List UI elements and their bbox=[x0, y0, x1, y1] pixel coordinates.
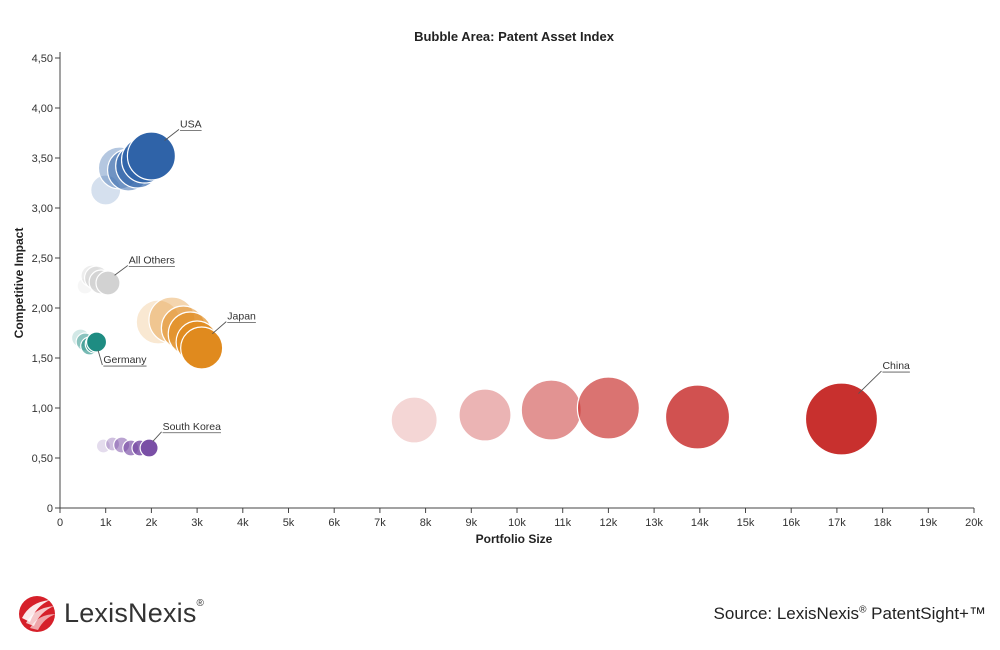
bubble-china bbox=[804, 382, 879, 456]
y-tick-label: 1,00 bbox=[32, 403, 53, 415]
annotation-leader bbox=[114, 265, 129, 276]
bubble-china bbox=[664, 384, 731, 450]
x-tick-label: 14k bbox=[691, 517, 709, 529]
x-tick-label: 19k bbox=[919, 517, 937, 529]
annotation-germany: Germany bbox=[103, 354, 147, 366]
x-axis-title: Portfolio Size bbox=[476, 532, 553, 546]
annotation-leader bbox=[164, 129, 180, 141]
y-tick-label: 4,50 bbox=[32, 53, 53, 65]
y-tick-label: 1,50 bbox=[32, 353, 53, 365]
bubble-china bbox=[458, 388, 512, 442]
annotation-japan: Japan bbox=[227, 311, 256, 323]
x-tick-label: 20k bbox=[965, 517, 983, 529]
bubbles bbox=[70, 131, 879, 458]
x-tick-label: 15k bbox=[737, 517, 755, 529]
bubble-south-korea bbox=[139, 438, 159, 458]
axes: 0 1k 2k 3k 4k 5k 6k 7k 8k 9k 10k 11k 12k 13k 14k 15k 16k… bbox=[32, 52, 983, 529]
y-tick-label: 3,00 bbox=[32, 203, 53, 215]
bubble-japan bbox=[180, 326, 224, 370]
annotation-leader bbox=[212, 321, 227, 335]
x-tick-label: 5k bbox=[283, 517, 295, 529]
logo-text: LexisNexis® bbox=[64, 597, 205, 628]
bubble-germany bbox=[85, 331, 108, 353]
bubble-usa bbox=[126, 131, 176, 181]
bubble-all-others bbox=[95, 270, 121, 296]
x-tick-label: 18k bbox=[874, 517, 892, 529]
annotation-all-others: All Others bbox=[129, 254, 175, 266]
x-tick-label: 13k bbox=[645, 517, 663, 529]
annotation-leader bbox=[858, 370, 882, 394]
x-tick-label: 9k bbox=[465, 517, 477, 529]
y-tick-label: 0 bbox=[47, 503, 53, 515]
chart-title: Bubble Area: Patent Asset Index bbox=[414, 29, 615, 44]
x-tick-label: 7k bbox=[374, 517, 386, 529]
bubble-china bbox=[390, 396, 438, 444]
x-tick-label: 8k bbox=[420, 517, 432, 529]
y-tick-label: 2,50 bbox=[32, 253, 53, 265]
y-tick-label: 4,00 bbox=[32, 103, 53, 115]
x-tick-label: 11k bbox=[554, 517, 571, 529]
x-tick-label: 4k bbox=[237, 517, 249, 529]
source-credit: Source: LexisNexis® PatentSight+™ bbox=[713, 604, 986, 623]
x-tick-label: 0 bbox=[57, 517, 63, 529]
lexisnexis-logo: LexisNexis® bbox=[16, 592, 204, 634]
bubble-china bbox=[576, 376, 641, 440]
y-axis-title: Competitive Impact bbox=[12, 228, 26, 339]
x-tick-label: 3k bbox=[191, 517, 203, 529]
x-tick-label: 17k bbox=[828, 517, 846, 529]
x-tick-label: 6k bbox=[328, 517, 340, 529]
annotation-leader bbox=[152, 431, 162, 442]
annotation-china: China bbox=[882, 360, 910, 372]
annotation-south-korea: South Korea bbox=[163, 421, 222, 433]
y-tick-label: 3,50 bbox=[32, 153, 53, 165]
x-tick-label: 12k bbox=[600, 517, 618, 529]
lexisnexis-logo-icon bbox=[19, 596, 56, 632]
x-tick-label: 16k bbox=[782, 517, 800, 529]
x-tick-label: 10k bbox=[508, 517, 526, 529]
annotation-leader bbox=[97, 350, 103, 366]
bubble-china bbox=[520, 379, 582, 441]
bubble-south-korea bbox=[95, 438, 112, 454]
annotation-usa: USA bbox=[180, 118, 202, 130]
x-tick-label: 1k bbox=[100, 517, 112, 529]
y-tick-label: 2,00 bbox=[32, 303, 53, 315]
x-tick-label: 2k bbox=[146, 517, 158, 529]
annotations: USA All Others Japan Germany South Korea Chin… bbox=[97, 118, 910, 442]
y-tick-label: 0,50 bbox=[32, 453, 53, 465]
footer: LexisNexis® Source: LexisNexis® PatentSi… bbox=[0, 580, 1000, 650]
bubble-chart: Bubble Area: Patent Asset Index 0 1k 2k 3k 4… bbox=[12, 29, 983, 546]
